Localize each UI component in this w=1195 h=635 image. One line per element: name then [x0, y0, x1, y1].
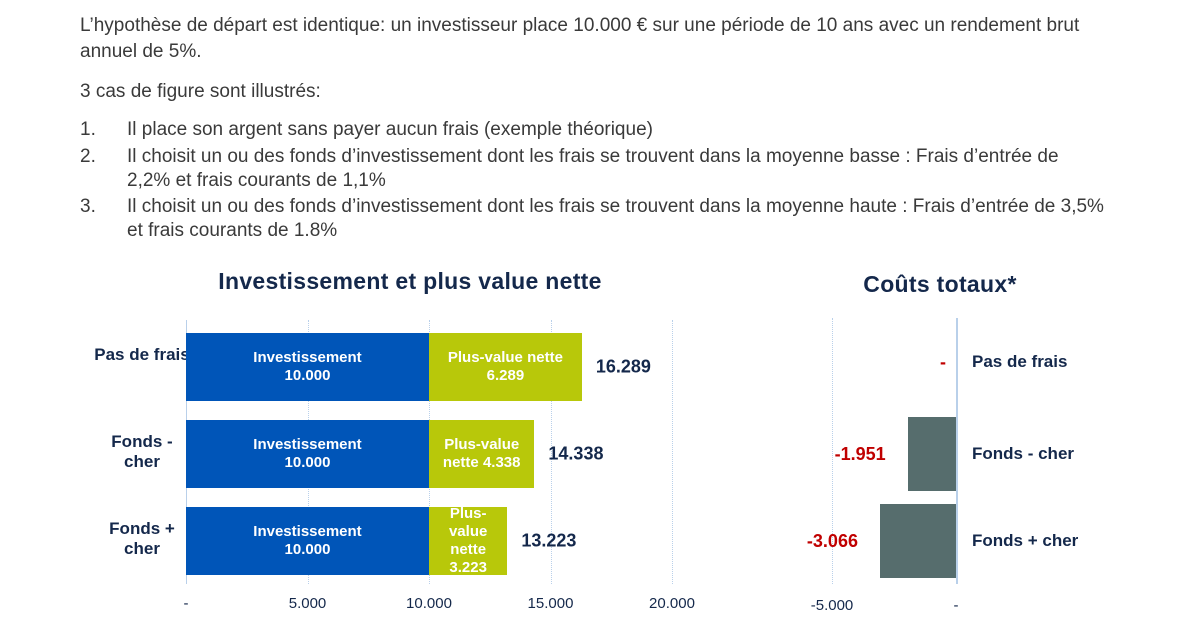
chart-title: Investissement et plus value nette: [218, 268, 602, 294]
x-tick-label: 10.000: [406, 595, 452, 612]
bar: Plus-value nette 3.223: [429, 506, 508, 575]
bar-label: Investissement 10.000: [251, 349, 363, 385]
cases-intro: 3 cas de figure sont illustrés:: [80, 81, 321, 102]
total-label: 16.289: [595, 356, 651, 376]
list-marker: 3.: [80, 196, 96, 217]
list-marker: 2.: [80, 146, 96, 167]
x-tick-label: 20.000: [649, 595, 695, 612]
bar-label: Investissement 10.000: [251, 523, 363, 559]
bar: [879, 503, 956, 578]
bar: Plus-value nette 4.338: [429, 419, 535, 488]
bar: [907, 416, 956, 491]
value-label: 6.289: [486, 366, 525, 384]
bar: Investissement 10.000: [186, 419, 429, 488]
value-label: -3.066: [806, 530, 858, 551]
grid-line: [956, 318, 958, 584]
bar: Investissement 10.000: [186, 506, 429, 575]
series-name: Plus-value nette: [447, 348, 563, 366]
value-label: 10.000: [284, 540, 331, 558]
series-name: Investissement: [253, 348, 362, 366]
y-tick-label: Fonds + cher: [109, 518, 175, 558]
x-tick-label: -: [953, 597, 959, 614]
y-tick-label: Pas de frais: [972, 351, 1068, 371]
value-label: 4.338: [482, 453, 521, 471]
intro: L’hypothèse de départ est identique: un …: [80, 15, 1080, 62]
total-label: 14.338: [548, 443, 604, 463]
value-label: 10.000: [284, 453, 331, 471]
total-label: 13.223: [521, 530, 577, 550]
value-label: 3.223: [449, 558, 487, 575]
grid-line: [832, 318, 833, 584]
series-name: Plus-value nette: [448, 506, 488, 558]
value-label: 10.000: [284, 366, 331, 384]
value-label: -: [940, 351, 946, 372]
y-tick-label: Fonds - cher: [111, 431, 173, 471]
bar: Plus-value nette 6.289: [429, 332, 582, 401]
series-name: Plus-value nette: [442, 435, 520, 471]
bar-label: Plus-value nette 4.338: [429, 436, 534, 472]
list-text: Il choisit un ou des fonds d’investissem…: [127, 196, 1104, 241]
y-tick-label: Fonds - cher: [972, 443, 1075, 463]
bar-label: Investissement 10.000: [251, 436, 363, 472]
x-tick-label: -: [183, 595, 189, 612]
x-tick-label: 5.000: [288, 595, 327, 612]
list-item: 1. Il place son argent sans payer aucun f…: [80, 118, 1105, 142]
series-name: Investissement: [253, 522, 362, 540]
x-tick-label: -5.000: [810, 597, 854, 614]
series-name: Investissement: [253, 435, 362, 453]
x-tick-label: 15.000: [527, 595, 574, 612]
bar-label: Plus-value nette 6.289: [429, 349, 582, 385]
y-tick-label: Pas de frais: [94, 344, 190, 364]
list-item: 2. Il choisit un ou des fonds d’investiss…: [80, 145, 1105, 193]
chart-title: Coûts totaux*: [863, 271, 1017, 297]
grid-line: [550, 320, 552, 584]
list-text: Il choisit un ou des fonds d’investissem…: [127, 146, 1059, 191]
grid-line: [672, 320, 673, 584]
y-tick-label: Fonds + cher: [972, 530, 1079, 550]
bar-label: Plus-value nette 3.223: [429, 507, 507, 575]
bar: Investissement 10.000: [186, 332, 429, 401]
list-marker: 1.: [80, 119, 96, 140]
list-item: 3. Il choisit un ou des fonds d’investiss…: [80, 195, 1105, 243]
value-label: -1.951: [834, 443, 886, 464]
list-text: Il place son argent sans payer aucun fra…: [127, 119, 653, 140]
